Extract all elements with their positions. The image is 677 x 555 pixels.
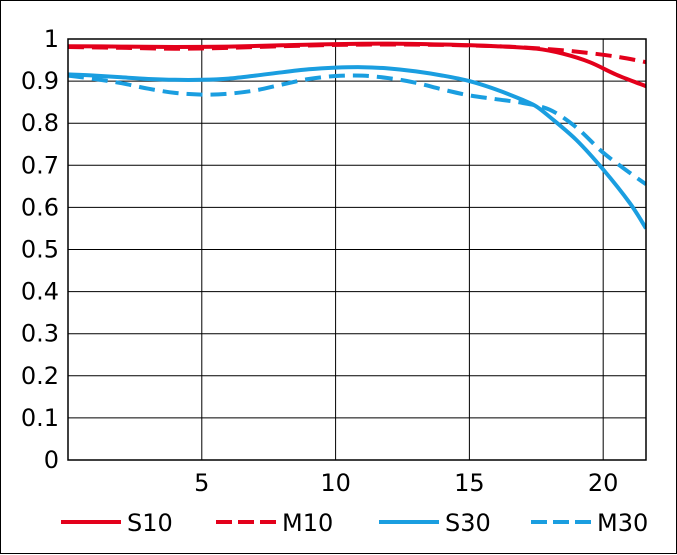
y-tick-label: 0.6 [21, 193, 59, 221]
x-tick-label: 20 [588, 469, 619, 497]
legend-item-m30: M30 [531, 509, 648, 537]
legend-item-m10: M10 [216, 509, 333, 537]
y-tick-label: 0.3 [21, 320, 59, 348]
y-tick-label: 0.4 [21, 278, 59, 306]
legend-item-s10: S10 [61, 509, 173, 537]
series-line-m10 [68, 42, 646, 65]
series-line-m30 [68, 73, 646, 186]
x-tick-label: 5 [194, 469, 209, 497]
legend-label: S30 [445, 509, 491, 537]
x-tick-labels: 5 10 15 20 [194, 469, 618, 497]
series-lines [68, 41, 646, 230]
grid-lines [68, 38, 646, 461]
y-tick-label: 0.9 [21, 67, 59, 95]
y-tick-label: 0.1 [21, 404, 59, 432]
x-tick-label: 15 [454, 469, 485, 497]
y-tick-label: 0.5 [21, 236, 59, 264]
legend-label: S10 [127, 509, 173, 537]
legend-label: M30 [597, 509, 648, 537]
x-tick-label: 10 [320, 469, 351, 497]
y-tick-labels: 0 0.1 0.2 0.3 0.4 0.5 0.6 0.7 0.8 0.9 1 [21, 25, 59, 474]
plot-border [67, 38, 647, 461]
legend-item-s30: S30 [379, 509, 491, 537]
y-tick-label: 1 [44, 25, 59, 53]
legend-label: M10 [282, 509, 333, 537]
series-line-s30 [68, 65, 646, 230]
y-tick-label: 0.7 [21, 151, 59, 179]
y-tick-label: 0.2 [21, 362, 59, 390]
y-tick-label: 0 [44, 446, 59, 474]
y-tick-label: 0.8 [21, 109, 59, 137]
legend: S10 M10 S30 M30 [61, 509, 648, 537]
